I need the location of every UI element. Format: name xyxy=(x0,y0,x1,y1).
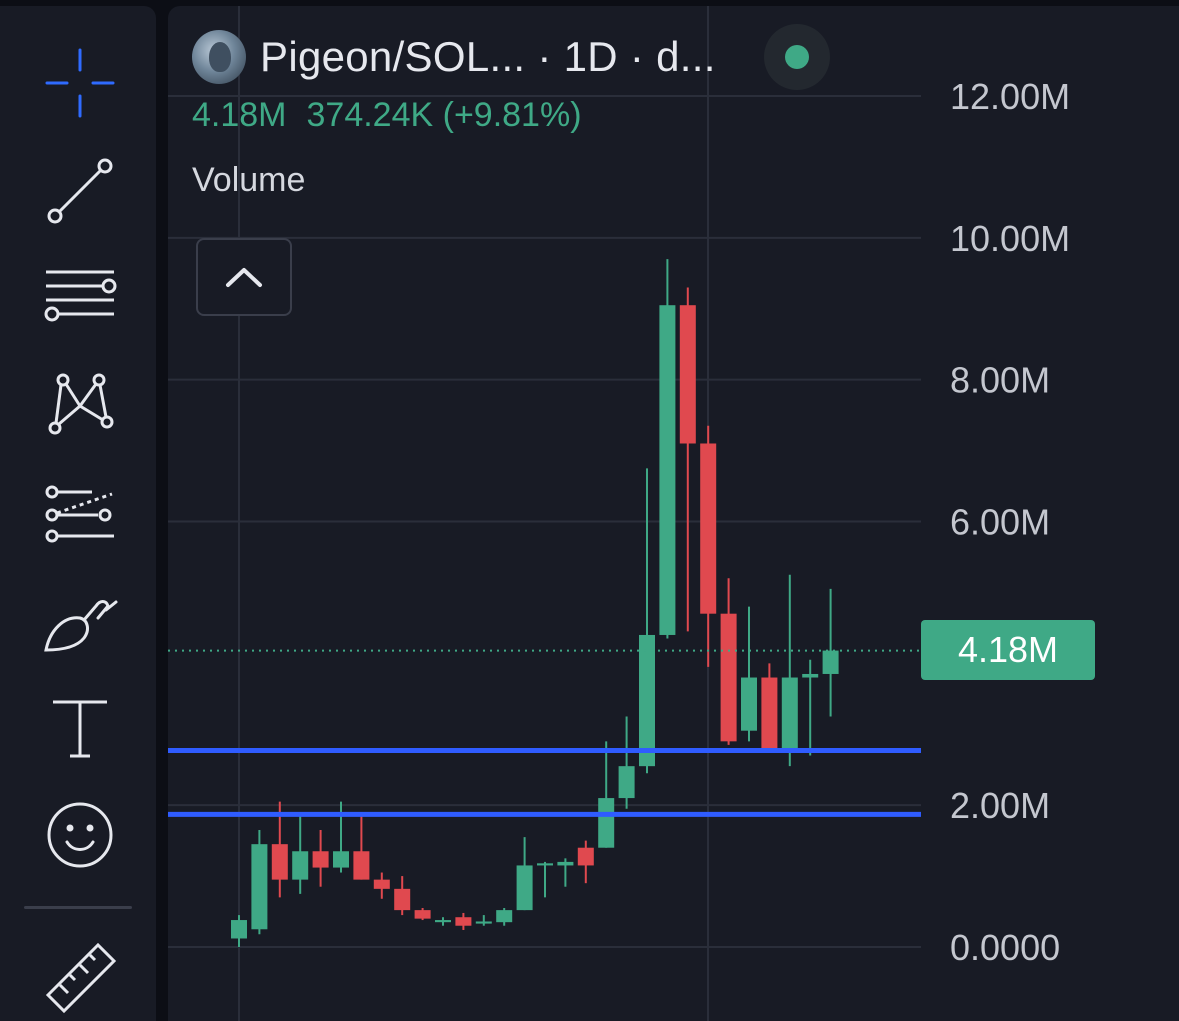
text-tool[interactable] xyxy=(30,694,130,764)
horizontal-lines-icon xyxy=(44,270,117,322)
candle-down xyxy=(373,879,390,889)
candle-up xyxy=(618,766,635,799)
y-tick-label: 8.00M xyxy=(950,360,1050,401)
crosshair-tool[interactable] xyxy=(30,48,130,118)
status-dot-icon xyxy=(784,45,809,69)
legend-values: 4.18M 374.24K (+9.81%) xyxy=(192,96,830,135)
candle-up xyxy=(802,673,819,678)
candle-down xyxy=(577,847,594,866)
candle-up xyxy=(516,865,533,911)
candle-up xyxy=(741,677,757,731)
candle-up xyxy=(496,910,513,923)
candle-up xyxy=(659,305,676,635)
chart-panel[interactable]: 0.0000 2.00M 6.00M 8.00M 10.00M 12.00M Pigeon… xyxy=(168,6,1179,1021)
candle-up xyxy=(251,844,268,930)
market-status[interactable] xyxy=(763,24,830,90)
crosshair-icon xyxy=(45,48,115,118)
projection-tool[interactable] xyxy=(30,480,130,550)
symbol-title[interactable]: Pigeon/SOL... · 1D · d... xyxy=(260,33,716,80)
candle-up xyxy=(598,798,615,848)
projection-icon xyxy=(45,485,114,543)
candle-up xyxy=(292,851,309,880)
y-tick-label: 10.00M xyxy=(950,218,1070,259)
horizontal-lines-tool[interactable] xyxy=(30,262,130,332)
candle-down xyxy=(312,851,329,868)
candle-up xyxy=(781,677,798,752)
candle-down xyxy=(720,613,737,742)
trend-line-icon xyxy=(47,158,113,224)
smiley-icon xyxy=(47,802,113,868)
candle-up xyxy=(475,921,492,924)
y-tick-label: 12.00M xyxy=(950,76,1070,117)
collapse-button[interactable] xyxy=(196,238,292,316)
candle-up xyxy=(231,920,247,939)
volume-change-value: 374.24K (+9.81%) xyxy=(306,96,582,134)
toolbar-divider xyxy=(24,906,132,909)
last-price-badge: 4.18M xyxy=(921,620,1095,680)
candle-down xyxy=(700,443,717,614)
candle-down xyxy=(761,677,778,752)
candle-up xyxy=(435,920,451,923)
text-icon xyxy=(53,700,107,758)
candle-up xyxy=(537,863,553,866)
y-tick-label: 2.00M xyxy=(950,785,1050,826)
indicator-label[interactable]: Volume xyxy=(192,161,306,199)
legend-title-row: Pigeon/SOL... · 1D · d... xyxy=(192,24,830,90)
last-volume-value: 4.18M xyxy=(192,96,287,134)
emoji-tool[interactable] xyxy=(30,800,130,870)
brush-icon xyxy=(44,600,118,652)
drawing-toolbar xyxy=(0,6,156,1021)
candle-up xyxy=(557,861,574,866)
candle-up xyxy=(822,650,839,674)
pattern-icon xyxy=(48,373,114,435)
pattern-tool[interactable] xyxy=(30,370,130,440)
volume-chart[interactable]: 0.0000 2.00M 6.00M 8.00M 10.00M 12.00M xyxy=(168,6,1179,1021)
chevron-up-icon xyxy=(226,268,262,287)
candle-down xyxy=(414,910,431,919)
candle-up xyxy=(333,851,349,868)
brush-tool[interactable] xyxy=(30,590,130,660)
candle-down xyxy=(455,917,472,926)
candle-down xyxy=(271,844,288,880)
chart-legend: Pigeon/SOL... · 1D · d... 4.18M 374.24K (… xyxy=(192,24,830,200)
candle-down xyxy=(679,305,696,444)
ruler-icon xyxy=(45,942,117,1014)
y-tick-label: 0.0000 xyxy=(950,927,1060,968)
candle-up xyxy=(639,634,655,767)
candle-down xyxy=(394,888,411,911)
trend-line-tool[interactable] xyxy=(30,156,130,226)
candle-down xyxy=(353,851,370,880)
y-tick-label: 6.00M xyxy=(950,502,1050,543)
pair-avatar xyxy=(192,30,246,84)
ruler-tool[interactable] xyxy=(30,942,130,1014)
